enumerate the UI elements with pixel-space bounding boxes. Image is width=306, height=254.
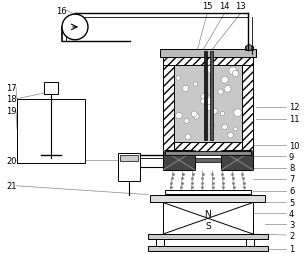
Circle shape bbox=[234, 109, 241, 117]
Text: 17: 17 bbox=[6, 83, 17, 92]
Circle shape bbox=[204, 69, 208, 74]
Bar bbox=[118, 154, 140, 181]
Bar bbox=[17, 100, 85, 163]
Bar bbox=[148, 234, 268, 239]
Bar bbox=[221, 151, 253, 170]
Text: 14: 14 bbox=[219, 2, 229, 11]
Bar bbox=[210, 51, 213, 141]
Circle shape bbox=[228, 133, 233, 138]
Circle shape bbox=[232, 71, 239, 77]
Circle shape bbox=[210, 124, 215, 128]
Text: S: S bbox=[205, 221, 211, 230]
Bar bbox=[163, 55, 253, 66]
Circle shape bbox=[218, 90, 223, 95]
Bar bbox=[150, 195, 265, 203]
Circle shape bbox=[182, 86, 189, 92]
Text: 9: 9 bbox=[289, 152, 294, 161]
Circle shape bbox=[176, 113, 182, 119]
Text: 12: 12 bbox=[289, 103, 300, 112]
Bar bbox=[163, 203, 253, 234]
Bar bbox=[156, 234, 164, 246]
Circle shape bbox=[201, 93, 209, 101]
Bar bbox=[165, 152, 251, 155]
Text: 19: 19 bbox=[6, 107, 17, 116]
Bar bbox=[204, 51, 207, 141]
Circle shape bbox=[206, 66, 214, 74]
Circle shape bbox=[62, 15, 88, 41]
Bar bbox=[246, 234, 254, 246]
Circle shape bbox=[191, 112, 197, 117]
Text: 21: 21 bbox=[6, 182, 17, 190]
Text: 10: 10 bbox=[289, 141, 300, 150]
Bar bbox=[242, 55, 253, 154]
Bar bbox=[163, 55, 174, 154]
Bar bbox=[44, 83, 58, 95]
Text: 16: 16 bbox=[56, 7, 67, 15]
Text: 20: 20 bbox=[6, 156, 17, 165]
Bar bbox=[174, 143, 242, 154]
Circle shape bbox=[224, 86, 231, 93]
Text: 15: 15 bbox=[202, 2, 212, 11]
Circle shape bbox=[205, 98, 212, 105]
Text: 6: 6 bbox=[289, 186, 294, 195]
Bar bbox=[165, 190, 251, 194]
Text: 3: 3 bbox=[289, 220, 294, 229]
Circle shape bbox=[193, 83, 198, 87]
Circle shape bbox=[212, 109, 218, 115]
Text: 7: 7 bbox=[289, 175, 294, 184]
Circle shape bbox=[204, 130, 209, 134]
Text: 1: 1 bbox=[289, 244, 294, 253]
Text: 2: 2 bbox=[289, 231, 294, 240]
Circle shape bbox=[221, 77, 228, 84]
Circle shape bbox=[206, 105, 212, 111]
Circle shape bbox=[207, 97, 211, 101]
Bar bbox=[120, 155, 138, 162]
Circle shape bbox=[176, 76, 181, 81]
Bar bbox=[19, 128, 83, 132]
Circle shape bbox=[220, 112, 225, 116]
Bar bbox=[148, 246, 268, 251]
Circle shape bbox=[200, 99, 206, 105]
Text: N: N bbox=[205, 209, 211, 218]
Text: 13: 13 bbox=[235, 2, 245, 11]
Circle shape bbox=[229, 68, 237, 75]
Text: 18: 18 bbox=[6, 95, 17, 104]
Circle shape bbox=[222, 125, 227, 130]
Bar bbox=[195, 158, 221, 162]
Bar bbox=[160, 50, 256, 57]
Text: 8: 8 bbox=[289, 164, 294, 173]
Text: 5: 5 bbox=[289, 198, 294, 207]
Text: 4: 4 bbox=[289, 209, 294, 218]
Text: 11: 11 bbox=[289, 115, 300, 124]
Bar bbox=[163, 151, 195, 170]
Circle shape bbox=[233, 128, 237, 131]
Bar bbox=[174, 66, 242, 143]
Circle shape bbox=[246, 45, 252, 51]
Bar bbox=[245, 46, 253, 50]
Bar bbox=[19, 131, 83, 161]
Circle shape bbox=[193, 114, 199, 119]
Circle shape bbox=[185, 134, 191, 140]
Circle shape bbox=[184, 119, 189, 124]
